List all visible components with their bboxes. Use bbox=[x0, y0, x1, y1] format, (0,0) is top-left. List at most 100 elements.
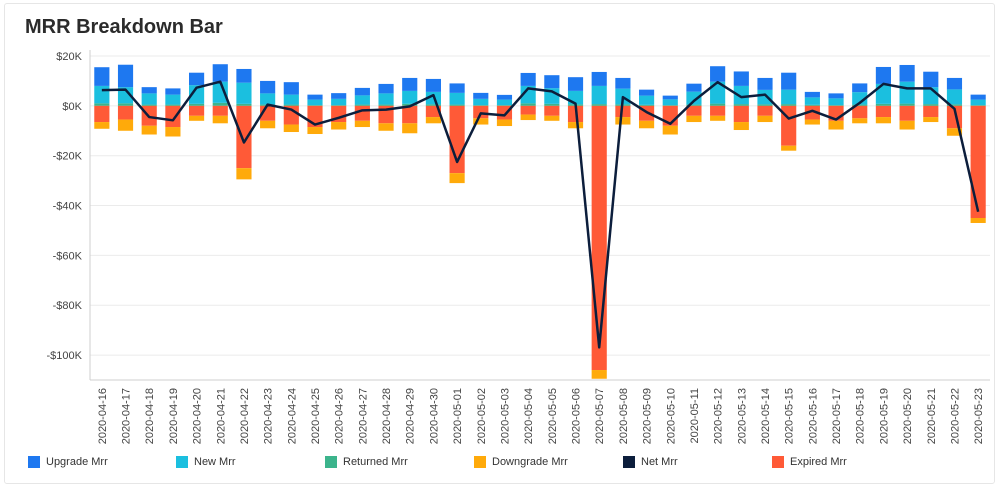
bar-downgrade[interactable] bbox=[544, 115, 560, 121]
bar-expired[interactable] bbox=[970, 105, 986, 218]
bar-returned[interactable] bbox=[828, 105, 844, 106]
bar-downgrade[interactable] bbox=[354, 120, 370, 128]
bar-new[interactable] bbox=[449, 92, 465, 105]
bar-new[interactable] bbox=[852, 92, 868, 105]
bar-expired[interactable] bbox=[899, 105, 915, 121]
bar-returned[interactable] bbox=[781, 104, 797, 106]
bar-upgrade[interactable] bbox=[378, 83, 394, 94]
bar-upgrade[interactable] bbox=[828, 93, 844, 99]
bar-expired[interactable] bbox=[757, 105, 773, 116]
bar-expired[interactable] bbox=[165, 105, 181, 128]
legend-item-net[interactable]: Net Mrr bbox=[623, 456, 678, 468]
bar-new[interactable] bbox=[236, 82, 252, 104]
bar-upgrade[interactable] bbox=[567, 77, 584, 91]
bar-downgrade[interactable] bbox=[425, 117, 441, 124]
bar-new[interactable] bbox=[378, 93, 394, 105]
bar-expired[interactable] bbox=[923, 105, 939, 118]
bar-new[interactable] bbox=[117, 87, 134, 104]
bar-downgrade[interactable] bbox=[496, 119, 513, 127]
bar-returned[interactable] bbox=[117, 103, 134, 106]
bar-upgrade[interactable] bbox=[283, 82, 299, 95]
bar-upgrade[interactable] bbox=[307, 94, 323, 100]
bar-downgrade[interactable] bbox=[236, 168, 252, 180]
bar-downgrade[interactable] bbox=[615, 117, 631, 125]
bar-new[interactable] bbox=[402, 90, 418, 104]
bar-returned[interactable] bbox=[970, 105, 986, 106]
bar-upgrade[interactable] bbox=[852, 83, 868, 93]
bar-upgrade[interactable] bbox=[141, 87, 157, 94]
bar-expired[interactable] bbox=[615, 105, 631, 118]
bar-upgrade[interactable] bbox=[615, 77, 631, 89]
bar-returned[interactable] bbox=[212, 102, 228, 106]
bar-new[interactable] bbox=[354, 95, 370, 105]
bar-returned[interactable] bbox=[473, 105, 489, 106]
bar-new[interactable] bbox=[496, 99, 513, 106]
bar-upgrade[interactable] bbox=[733, 71, 749, 86]
bar-expired[interactable] bbox=[402, 105, 418, 124]
bar-new[interactable] bbox=[94, 85, 110, 104]
bar-upgrade[interactable] bbox=[899, 64, 915, 82]
bar-upgrade[interactable] bbox=[591, 71, 607, 86]
bar-new[interactable] bbox=[804, 97, 820, 105]
bar-returned[interactable] bbox=[946, 104, 963, 106]
legend-item-upgrade[interactable]: Upgrade Mrr bbox=[28, 456, 108, 468]
bar-expired[interactable] bbox=[354, 105, 370, 121]
bar-new[interactable] bbox=[331, 98, 347, 106]
bar-returned[interactable] bbox=[425, 104, 441, 106]
bar-upgrade[interactable] bbox=[923, 71, 939, 88]
bar-returned[interactable] bbox=[852, 104, 868, 106]
bar-upgrade[interactable] bbox=[260, 80, 276, 94]
bar-new[interactable] bbox=[662, 99, 678, 106]
bar-expired[interactable] bbox=[875, 105, 891, 118]
bar-new[interactable] bbox=[970, 99, 986, 106]
bar-new[interactable] bbox=[946, 89, 963, 105]
bar-new[interactable] bbox=[875, 83, 891, 104]
bar-upgrade[interactable] bbox=[875, 66, 891, 84]
bar-expired[interactable] bbox=[189, 105, 205, 116]
bar-returned[interactable] bbox=[331, 105, 347, 106]
bar-downgrade[interactable] bbox=[283, 124, 299, 133]
bar-downgrade[interactable] bbox=[520, 114, 536, 121]
bar-downgrade[interactable] bbox=[165, 127, 181, 137]
bar-expired[interactable] bbox=[425, 105, 441, 118]
bar-downgrade[interactable] bbox=[757, 115, 773, 123]
bar-upgrade[interactable] bbox=[331, 93, 347, 99]
bar-downgrade[interactable] bbox=[189, 115, 205, 121]
bar-returned[interactable] bbox=[923, 104, 939, 106]
bar-upgrade[interactable] bbox=[662, 95, 678, 100]
bar-returned[interactable] bbox=[733, 104, 749, 106]
bar-new[interactable] bbox=[733, 85, 749, 105]
bar-downgrade[interactable] bbox=[828, 120, 844, 130]
bar-upgrade[interactable] bbox=[212, 64, 228, 82]
bar-new[interactable] bbox=[260, 93, 276, 105]
bar-returned[interactable] bbox=[639, 104, 655, 106]
bar-upgrade[interactable] bbox=[757, 77, 773, 90]
bar-upgrade[interactable] bbox=[94, 67, 110, 86]
legend-item-returned[interactable]: Returned Mrr bbox=[325, 456, 408, 468]
bar-downgrade[interactable] bbox=[212, 115, 228, 124]
bar-returned[interactable] bbox=[591, 104, 607, 106]
bar-new[interactable] bbox=[520, 85, 536, 104]
bar-downgrade[interactable] bbox=[331, 122, 347, 130]
bar-returned[interactable] bbox=[662, 105, 678, 106]
bar-upgrade[interactable] bbox=[686, 83, 702, 92]
bar-expired[interactable] bbox=[520, 105, 536, 115]
bar-upgrade[interactable] bbox=[117, 64, 134, 88]
bar-returned[interactable] bbox=[283, 104, 299, 106]
bar-expired[interactable] bbox=[804, 105, 820, 120]
bar-upgrade[interactable] bbox=[473, 92, 489, 99]
bar-new[interactable] bbox=[141, 93, 157, 105]
bar-downgrade[interactable] bbox=[970, 218, 986, 223]
bar-upgrade[interactable] bbox=[354, 87, 370, 96]
bar-new[interactable] bbox=[165, 94, 181, 105]
bar-downgrade[interactable] bbox=[449, 173, 465, 184]
bar-downgrade[interactable] bbox=[378, 123, 394, 131]
bar-downgrade[interactable] bbox=[402, 123, 418, 134]
bar-expired[interactable] bbox=[710, 105, 726, 116]
bar-upgrade[interactable] bbox=[449, 83, 465, 93]
bar-downgrade[interactable] bbox=[733, 122, 749, 131]
bar-returned[interactable] bbox=[757, 104, 773, 106]
bar-downgrade[interactable] bbox=[946, 128, 963, 136]
bar-downgrade[interactable] bbox=[710, 115, 726, 121]
bar-upgrade[interactable] bbox=[520, 72, 536, 86]
